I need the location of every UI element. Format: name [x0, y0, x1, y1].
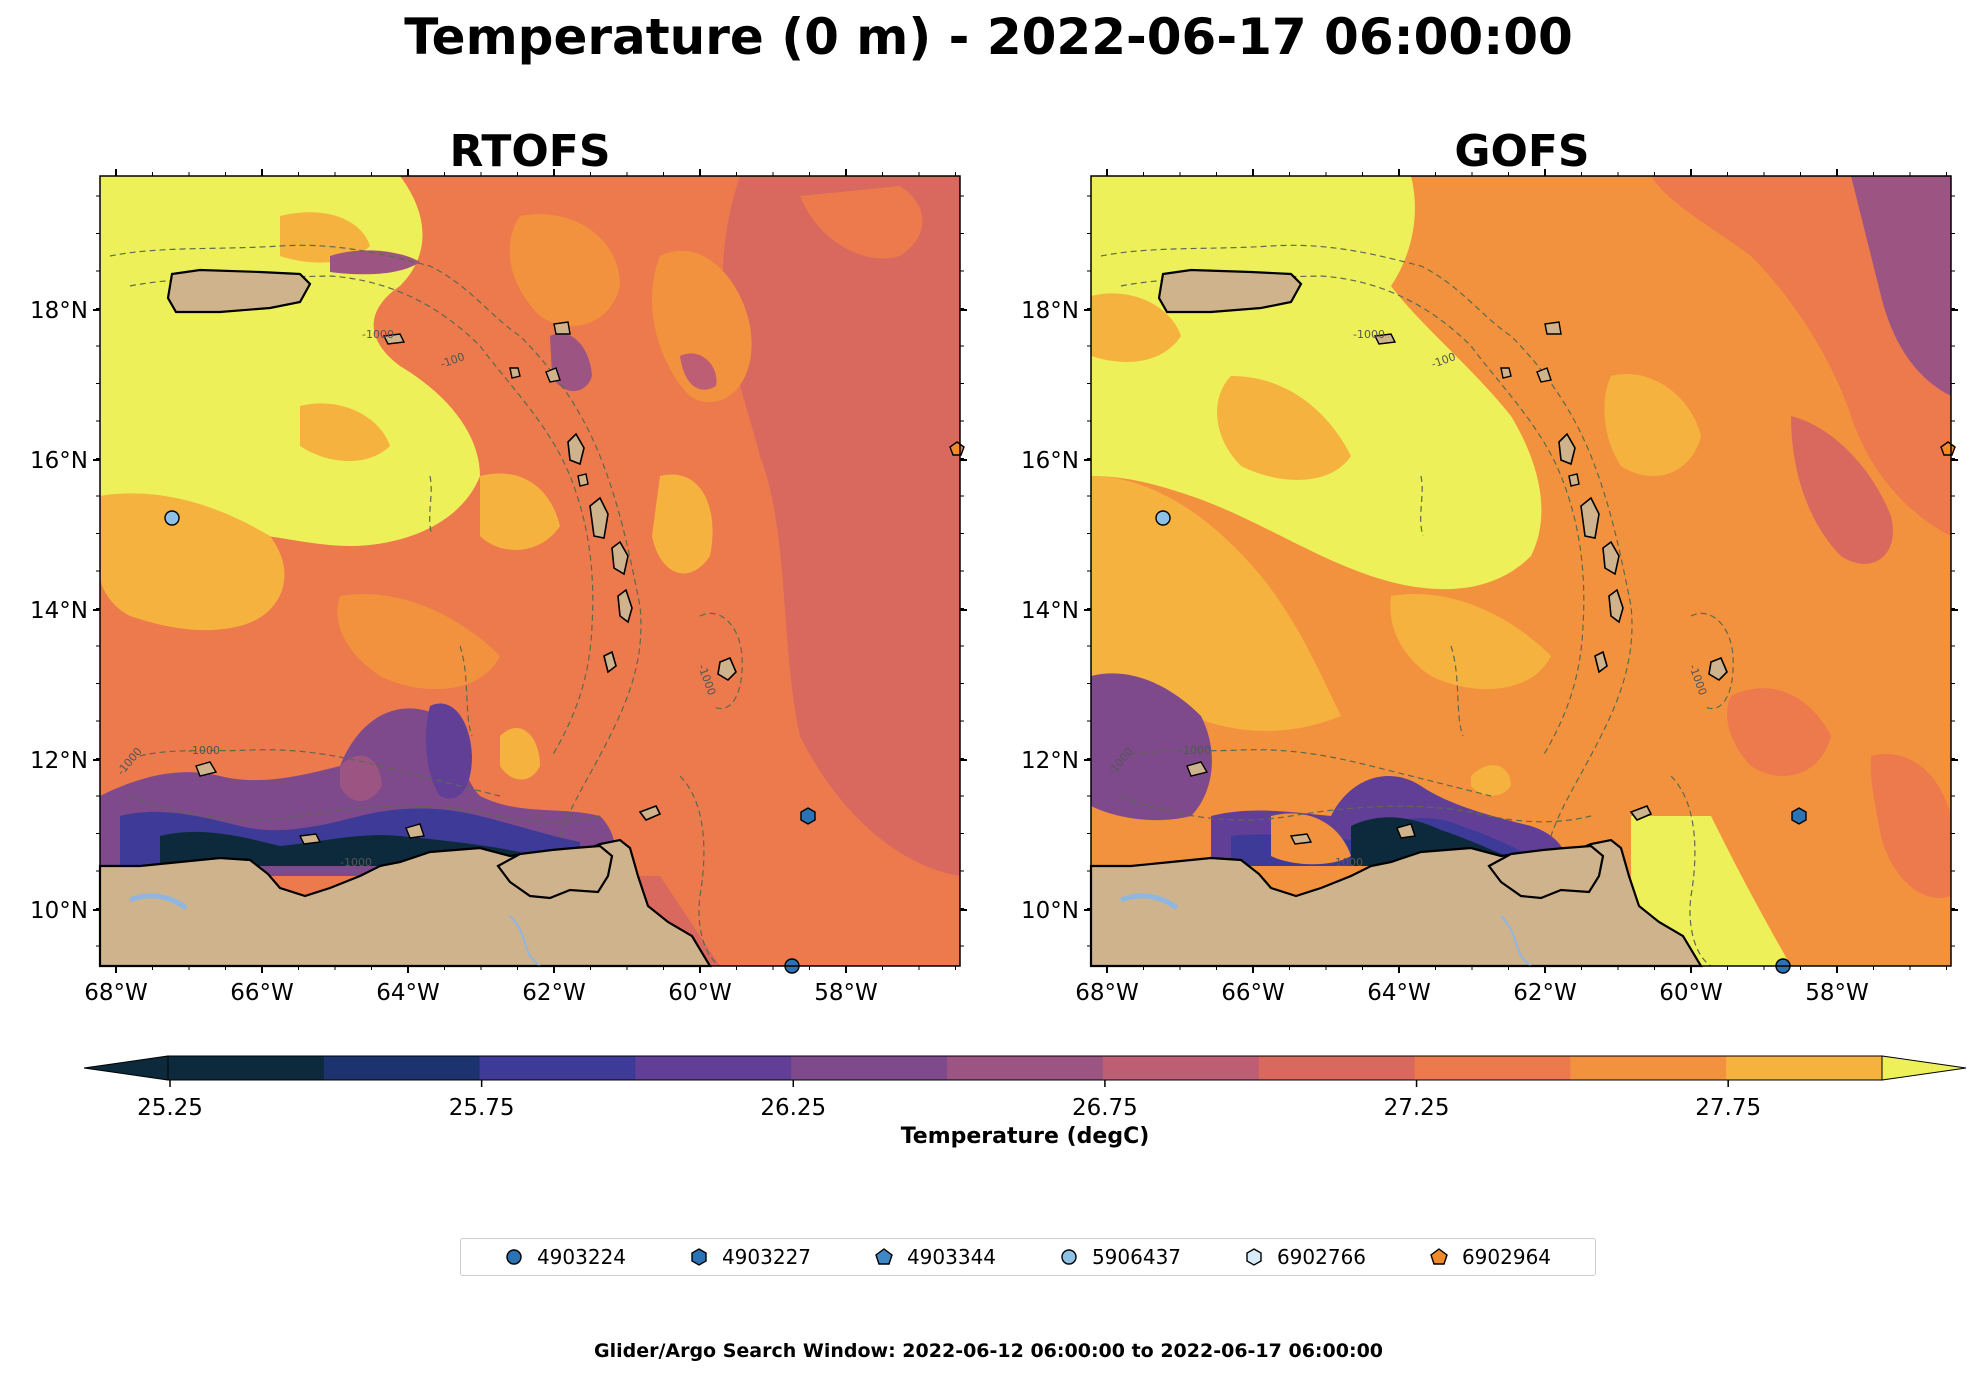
rtofs-panel: RTOFS	[100, 126, 965, 974]
colorbar-segment	[479, 1056, 637, 1080]
colorbar-tick-label: 27.75	[1695, 1095, 1761, 1121]
colorbar-label: Temperature (degC)	[901, 1124, 1150, 1149]
colorbar-tick-label: 26.75	[1072, 1095, 1138, 1121]
lat-tick-label: 14°N	[1021, 598, 1079, 624]
rtofs-map: -1000 -1000 -1000 -100 -1000 -1000	[100, 176, 965, 974]
gofs-panel-title: GOFS	[1454, 126, 1589, 177]
lon-tick-label: 60°W	[1659, 980, 1723, 1006]
legend-item: 4903227	[690, 1245, 811, 1269]
lon-tick-label: 64°W	[376, 980, 440, 1006]
legend-item: 4903344	[875, 1245, 996, 1269]
lat-tick-label: 16°N	[30, 448, 88, 474]
colorbar-segment	[1414, 1056, 1571, 1080]
circle-marker-icon	[1061, 1249, 1077, 1265]
colorbar-segment	[791, 1056, 948, 1080]
colorbar-segment	[1102, 1056, 1260, 1080]
circle-marker-icon	[506, 1249, 522, 1265]
lon-tick-label: 68°W	[1075, 980, 1139, 1006]
lat-tick-label: 18°N	[30, 298, 88, 324]
lat-tick-label: 14°N	[30, 598, 88, 624]
svg-text:-1000: -1000	[1331, 856, 1363, 869]
colorbar-segment	[1726, 1056, 1883, 1080]
hexagon-marker-icon	[691, 1248, 707, 1266]
lon-tick-label: 62°W	[522, 980, 586, 1006]
colorbar-segment	[168, 1056, 325, 1080]
colorbar-segment	[1570, 1056, 1727, 1080]
search-window-footer: Glider/Argo Search Window: 2022-06-12 06…	[593, 1340, 1384, 1362]
lon-tick-label: 68°W	[84, 980, 148, 1006]
lat-tick-label: 12°N	[1021, 748, 1079, 774]
lat-tick-label: 16°N	[1021, 448, 1079, 474]
pentagon-marker-icon	[875, 1248, 893, 1265]
colorbar-tick-label: 25.75	[449, 1095, 515, 1121]
lon-tick-label: 60°W	[668, 980, 732, 1006]
colorbar-tick-label: 27.25	[1384, 1095, 1450, 1121]
float-legend: 4903224 4903227 4903344 5906437 6902766 …	[460, 1238, 1596, 1276]
lon-tick-label: 64°W	[1367, 980, 1431, 1006]
float-4903227-marker[interactable]	[800, 807, 816, 825]
lat-tick-label: 18°N	[1021, 298, 1079, 324]
lon-tick-label: 62°W	[1513, 980, 1577, 1006]
float-4903227-marker[interactable]	[1791, 807, 1807, 825]
colorbar-tick-label: 25.25	[137, 1095, 203, 1121]
float-5906437-marker[interactable]	[1155, 510, 1171, 526]
hexagon-marker-icon	[1246, 1248, 1262, 1266]
colorbar-segment	[1258, 1056, 1416, 1080]
lat-tick-label: 12°N	[30, 748, 88, 774]
colorbar-segment	[947, 1056, 1104, 1080]
svg-text:-1000: -1000	[362, 328, 394, 341]
pentagon-marker-icon	[1430, 1248, 1448, 1265]
svg-text:-1000: -1000	[340, 856, 372, 869]
lon-tick-label: 66°W	[230, 980, 294, 1006]
svg-text:-1000: -1000	[1179, 744, 1211, 757]
gofs-panel: GOFS -1000 -100	[1091, 126, 1956, 974]
lon-tick-label: 58°W	[814, 980, 878, 1006]
svg-text:-1000: -1000	[188, 744, 220, 757]
svg-text:-1000: -1000	[1353, 328, 1385, 341]
legend-item: 6902766	[1245, 1245, 1366, 1269]
legend-item: 6902964	[1430, 1245, 1551, 1269]
lon-tick-label: 58°W	[1805, 980, 1869, 1006]
legend-item: 5906437	[1060, 1245, 1181, 1269]
colorbar-tick-label: 26.25	[760, 1095, 826, 1121]
lat-tick-label: 10°N	[1021, 898, 1079, 924]
colorbar-extend-min	[83, 1055, 169, 1081]
colorbar-extend-max	[1881, 1055, 1967, 1081]
gofs-map: -1000 -1000 -1000 -100 -1000 -1000	[1091, 176, 1956, 974]
colorbar-segment	[635, 1056, 792, 1080]
float-5906437-marker[interactable]	[164, 510, 180, 526]
colorbar: 25.25 25.75 26.25 26.75 27.25 27.75 Temperatu…	[83, 1055, 1967, 1149]
map-axes: 10°N 12°N 14°N 16°N 18°N 68°W 66°W 64°W 62°W 60°W…	[30, 169, 1958, 1006]
rtofs-panel-title: RTOFS	[449, 126, 610, 177]
legend-item: 4903224	[505, 1245, 626, 1269]
lat-tick-label: 10°N	[30, 898, 88, 924]
lon-tick-label: 66°W	[1221, 980, 1285, 1006]
figure-title: Temperature (0 m) - 2022-06-17 06:00:00	[404, 8, 1573, 66]
colorbar-segment	[323, 1056, 481, 1080]
